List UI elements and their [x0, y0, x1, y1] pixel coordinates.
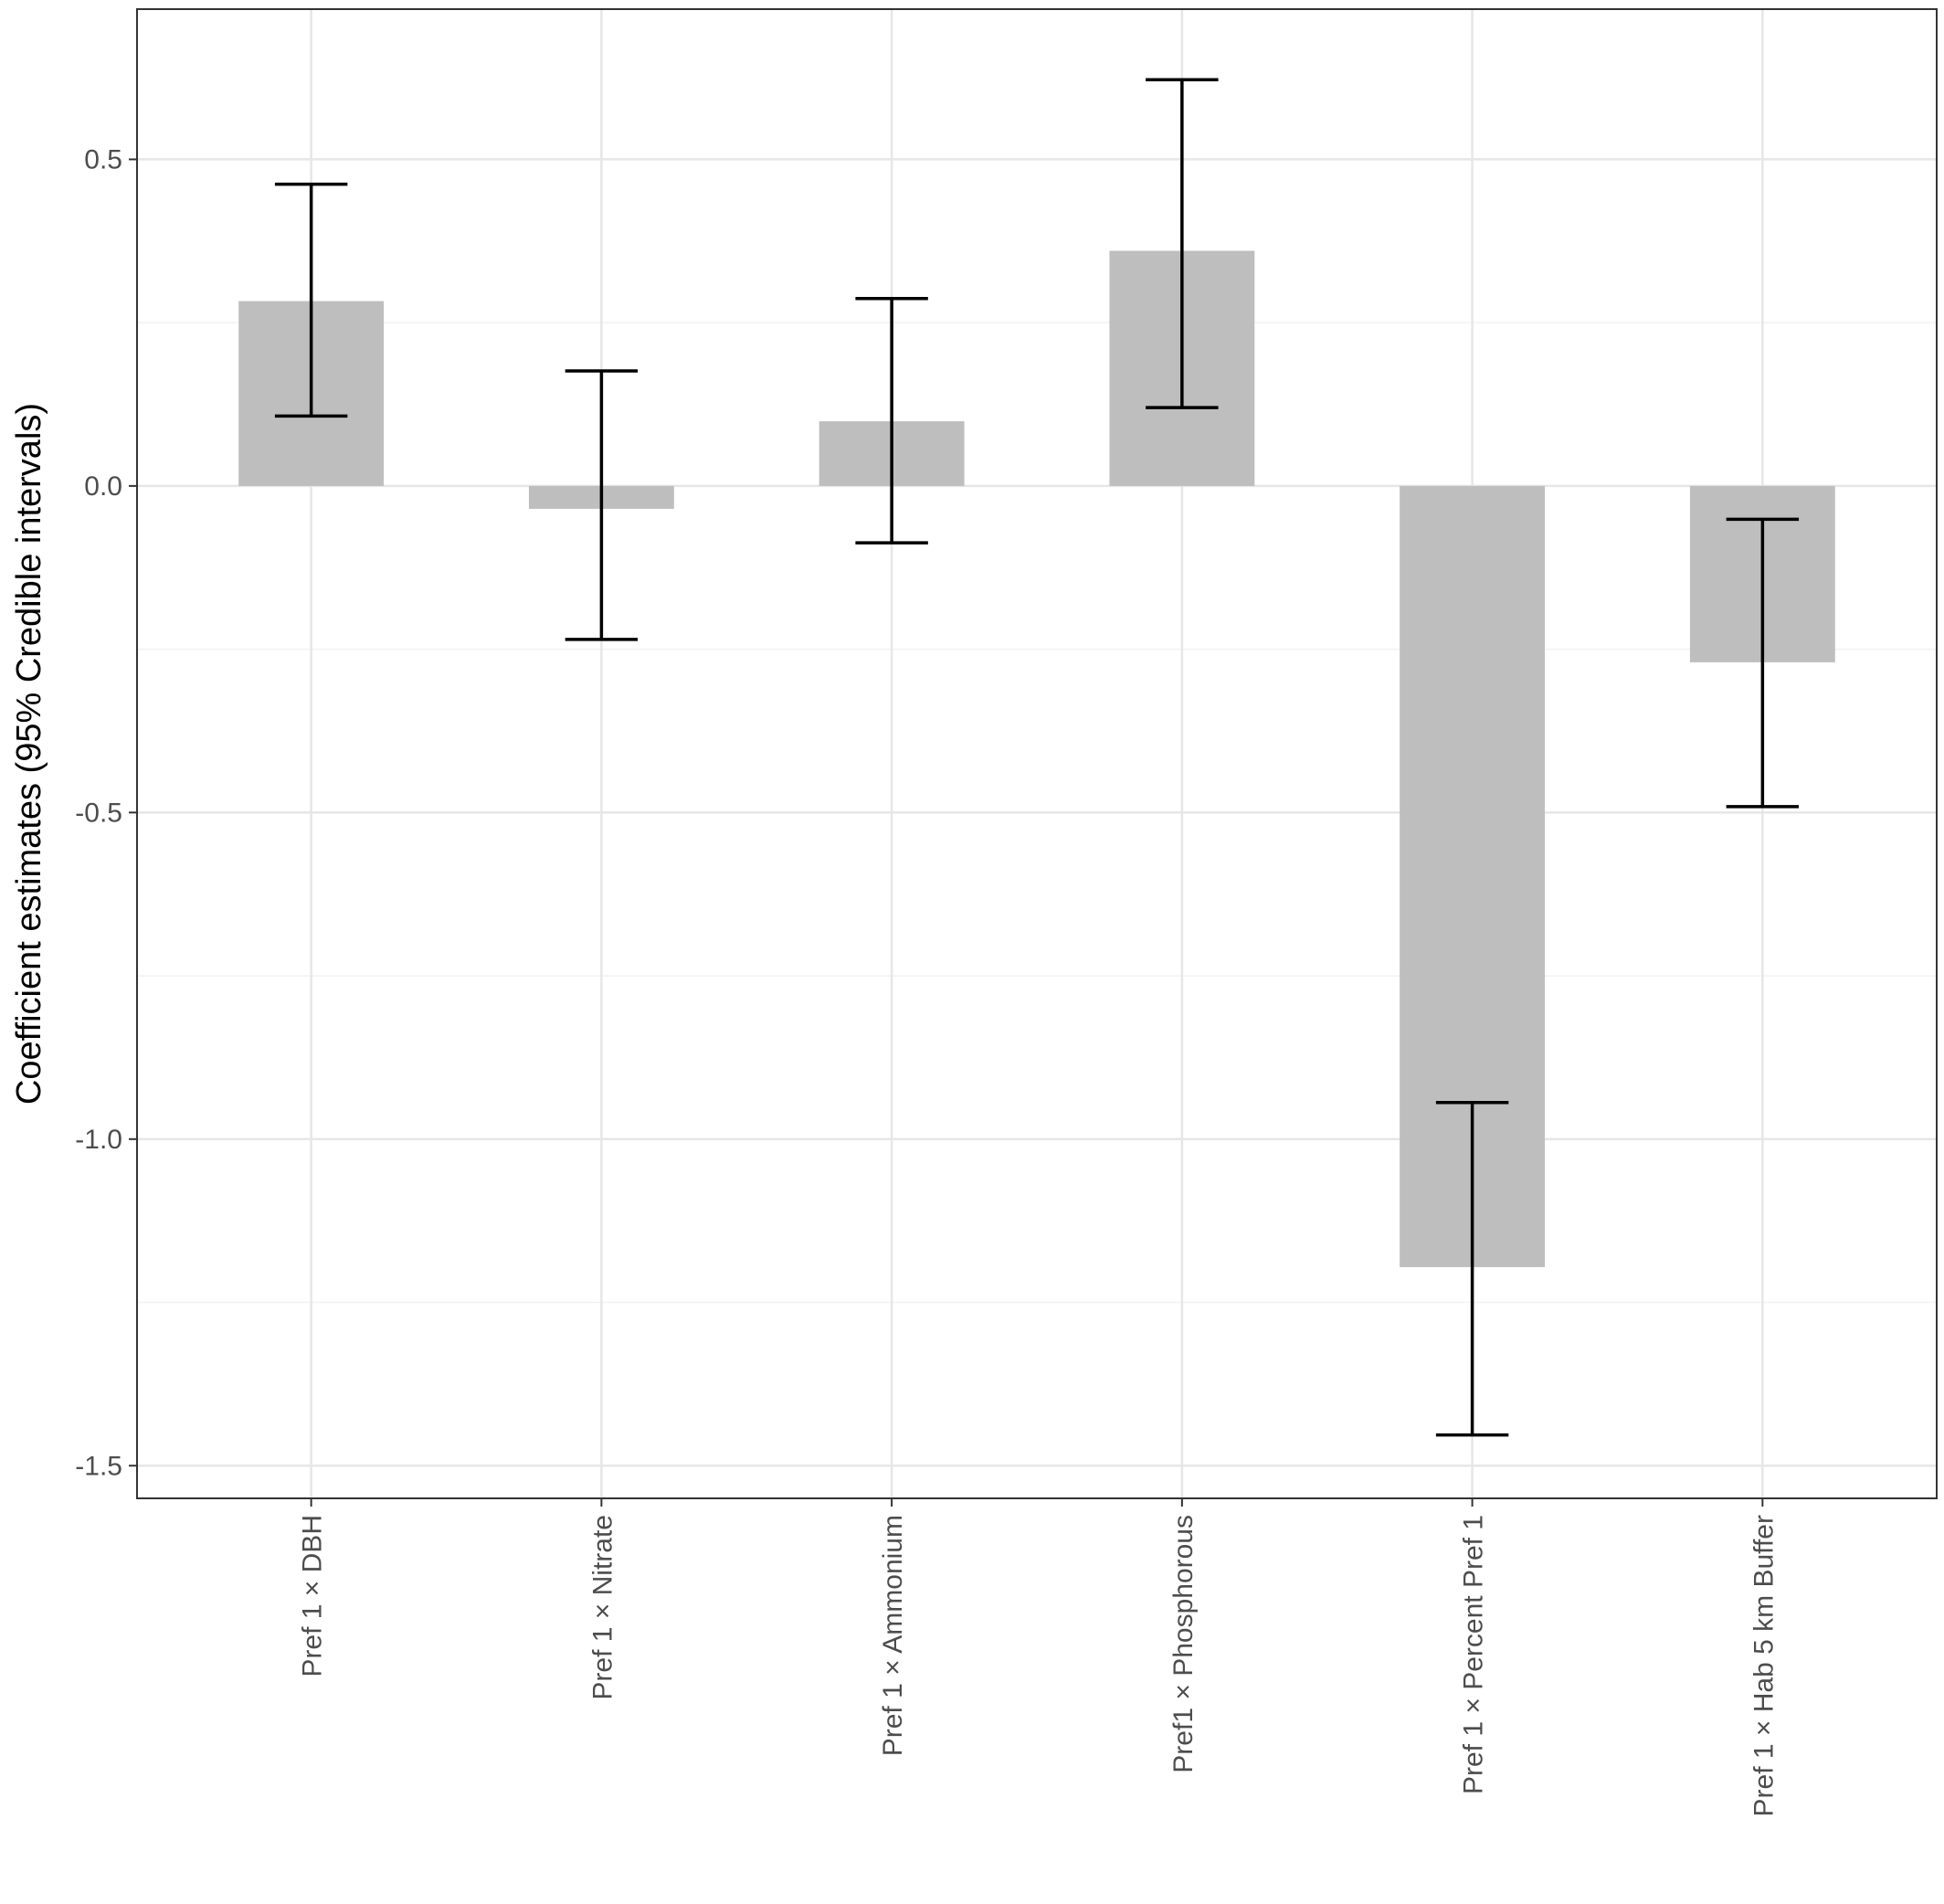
plot-background [137, 9, 1937, 1498]
x-tick-label: Pref 1 × Ammonium [878, 1515, 908, 1756]
x-tick-label: Pref 1 × DBH [298, 1515, 328, 1677]
x-tick-label: Pref 1 × Nitrate [587, 1515, 618, 1700]
y-axis-title: Coefficient estimates (95% Credible inte… [10, 403, 48, 1105]
y-tick-label: -0.5 [75, 798, 122, 828]
error-bars [274, 78, 1800, 1437]
y-tick-label: -1.0 [75, 1125, 122, 1155]
x-axis: Pref 1 × DBH Pref 1 × Nitrate Pref 1 × Amm… [298, 1498, 1779, 1816]
plot-panel-border [136, 8, 1938, 1499]
y-tick-label: 0.0 [84, 471, 122, 502]
x-tick-label: Pref 1 × Hab 5 km Buffer [1749, 1515, 1779, 1816]
y-axis: -1.5 -1.0 -0.5 0.0 0.5 [75, 144, 137, 1481]
y-tick-label: 0.5 [84, 144, 122, 175]
x-tick-label: Pref 1 × Percent Pref 1 [1459, 1515, 1489, 1794]
y-tick-label: -1.5 [75, 1451, 122, 1481]
x-tick-label: Pref1 × Phosphorous [1168, 1515, 1199, 1773]
